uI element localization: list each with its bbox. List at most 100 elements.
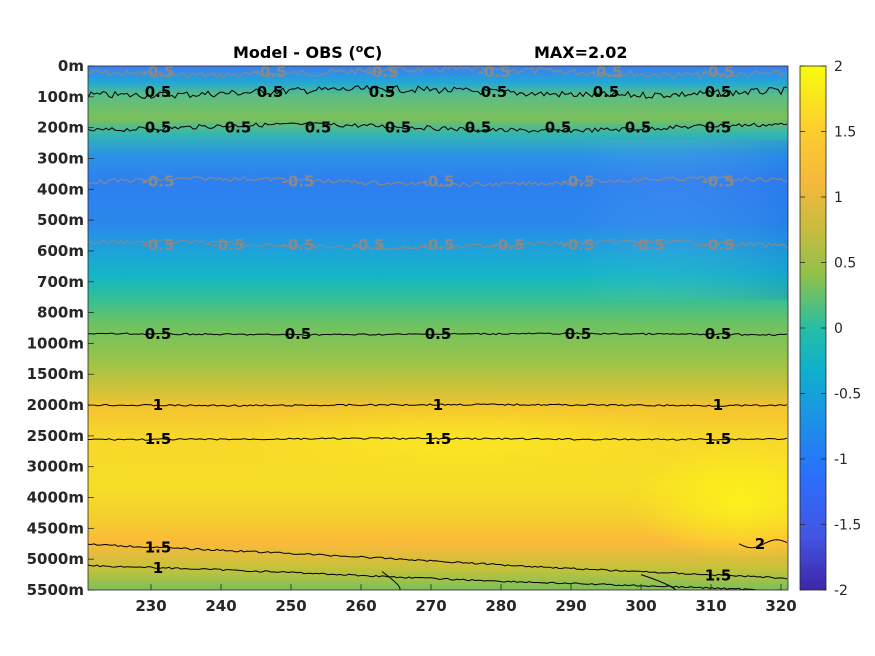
y-axis: 0m 100m 200m 300m 400m 500m 600m 700m 800m 1000m 1…	[27, 57, 94, 599]
x-tick-label: 320	[765, 597, 796, 615]
y-tick-label: 600m	[37, 242, 84, 260]
chart-title-superscript: o	[356, 42, 364, 55]
contour-line	[88, 543, 788, 580]
contour-label: 1	[153, 559, 163, 577]
contour-label: 0.5	[705, 325, 732, 343]
y-tick-label: 4500m	[27, 519, 84, 537]
contour-line	[88, 175, 788, 188]
colorbar-tick-label: -1.5	[834, 518, 861, 534]
contour-label: 0.5	[225, 119, 252, 137]
colorbar-tick-label: 1	[834, 190, 843, 206]
contour-line	[381, 571, 401, 590]
colorbar-tick-label: -1	[834, 452, 848, 468]
contour-label: 0.5	[145, 119, 172, 137]
contour-label: 1	[433, 396, 443, 414]
y-tick-label: 400m	[37, 180, 84, 198]
x-tick-label: 250	[275, 597, 306, 615]
y-tick-label: 100m	[37, 88, 84, 106]
contour-label: -0.5	[492, 236, 525, 254]
y-tick-label: 1500m	[27, 365, 84, 383]
contour-label: -0.5	[562, 236, 595, 254]
y-tick-label: 500m	[37, 211, 84, 229]
contour-line	[88, 437, 788, 441]
contour-label: 1	[713, 396, 723, 414]
contour-line	[640, 574, 677, 590]
contour-line	[88, 122, 788, 134]
x-tick-label: 280	[485, 597, 516, 615]
chart-max-label: MAX=2.02	[534, 43, 628, 62]
plot-frame	[87, 65, 789, 591]
chart-title-main: Model - OBS (	[233, 43, 356, 62]
contour-label: 2	[755, 535, 765, 553]
contour-label: -0.5	[142, 63, 175, 81]
contour-label: -0.5	[142, 236, 175, 254]
contour-label: 1.5	[705, 566, 732, 584]
contour-label: -0.5	[632, 236, 665, 254]
chart-title: Model - OBS (oC)	[233, 42, 382, 62]
contour-label: -0.5	[590, 63, 623, 81]
y-tick-label: 4000m	[27, 489, 84, 507]
contour-label: 0.5	[425, 325, 452, 343]
contour-label: 1.5	[145, 538, 172, 556]
contour-label: 0.5	[481, 83, 508, 101]
contour-label: 0.5	[593, 83, 620, 101]
contour-label: -0.5	[422, 236, 455, 254]
contour-lines	[88, 66, 788, 590]
x-tick-label: 270	[415, 597, 446, 615]
y-tick-label: 5500m	[27, 581, 84, 599]
contour-label: 1.5	[705, 430, 732, 448]
contour-label: -0.5	[142, 173, 175, 191]
y-tick-label: 3000m	[27, 458, 84, 476]
x-tick-label: 260	[345, 597, 376, 615]
colorbar-ticks: 2 1.5 1 0.5 0 -0.5 -1 -1.5 -2	[800, 59, 861, 599]
y-tick-label: 0m	[58, 57, 84, 75]
contour-label: 1.5	[145, 430, 172, 448]
heatmap-lateral-shade	[88, 140, 788, 300]
y-tick-label: 2000m	[27, 396, 84, 414]
colorbar-tick-label: 1.5	[834, 125, 856, 141]
colorbar-tick-label: 2	[834, 59, 843, 75]
contour-label: 0.5	[369, 83, 396, 101]
contour-label: 1	[153, 396, 163, 414]
contour-label: 0.5	[565, 325, 592, 343]
contour-label: 1.5	[425, 430, 452, 448]
contour-label: 0.5	[285, 325, 312, 343]
colorbar-tick-label: -2	[834, 583, 848, 599]
contour-label: 0.5	[625, 119, 652, 137]
contour-label: 0.5	[385, 119, 412, 137]
contour-label: -0.5	[478, 63, 511, 81]
contour-label: 0.5	[705, 119, 732, 137]
contour-label: 0.5	[145, 325, 172, 343]
contour-label: -0.5	[422, 173, 455, 191]
x-tick-label: 300	[625, 597, 656, 615]
contour-label: -0.5	[366, 63, 399, 81]
contour-labels: -0.5 -0.5 -0.5 -0.5 -0.5 -0.5 0.5 0.5 0.5 0.5 0.5 0…	[142, 63, 766, 584]
x-tick-label: 310	[695, 597, 726, 615]
y-tick-label: 2500m	[27, 427, 84, 445]
contour-line	[88, 332, 788, 336]
contour-line	[88, 403, 788, 407]
heatmap-area: -0.5 -0.5 -0.5 -0.5 -0.5 -0.5 0.5 0.5 0.5 0.5 0.5 0…	[88, 63, 788, 590]
contour-label: -0.5	[562, 173, 595, 191]
contour-label: -0.5	[702, 63, 735, 81]
y-tick-label: 1000m	[27, 334, 84, 352]
contour-label: -0.5	[282, 173, 315, 191]
contour-label: -0.5	[212, 236, 245, 254]
y-tick-label: 5000m	[27, 550, 84, 568]
contour-label: -0.5	[702, 236, 735, 254]
heatmap-yellow-region	[220, 400, 700, 480]
contour-label: 0.5	[545, 119, 572, 137]
contour-label: 0.5	[145, 83, 172, 101]
contour-line	[88, 66, 788, 80]
x-axis: 230 240 250 260 270 280 290 300 310 320	[135, 584, 797, 615]
contour-label: 0.5	[705, 83, 732, 101]
contour-label: -0.5	[254, 63, 287, 81]
y-tick-label: 800m	[37, 304, 84, 322]
heatmap-yellow-region	[630, 440, 788, 560]
x-tick-label: 230	[135, 597, 166, 615]
contour-line	[88, 84, 787, 99]
contour-label: -0.5	[702, 173, 735, 191]
contour-label: 0.5	[465, 119, 492, 137]
colorbar-tick-label: 0.5	[834, 256, 856, 272]
